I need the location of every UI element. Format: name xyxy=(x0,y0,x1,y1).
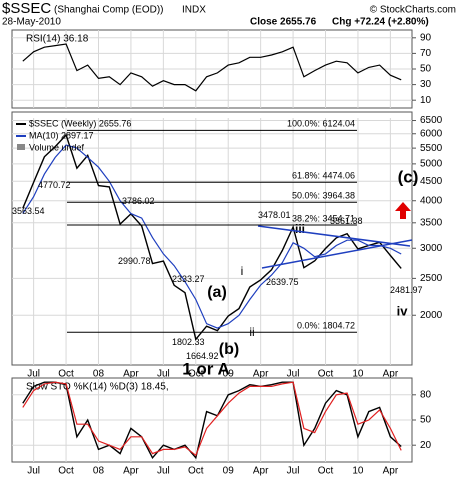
wave-label: i xyxy=(241,264,244,278)
x-tick-label: Jul xyxy=(287,466,300,477)
y-tick-label: 5000 xyxy=(420,159,443,170)
y-tick-label: 50 xyxy=(420,64,432,75)
x-tick-label: Jul xyxy=(27,369,40,380)
panel-title: RSI(14) 36.18 xyxy=(26,34,89,45)
series-line xyxy=(22,144,402,329)
x-tick-label: Oct xyxy=(58,369,74,380)
y-tick-label: 3500 xyxy=(420,217,443,228)
source: © StockCharts.com xyxy=(370,5,456,16)
y-tick-label: 20 xyxy=(420,440,432,451)
fib-label: 50.0%: 3964.38 xyxy=(292,191,355,201)
x-tick-label: Apr xyxy=(123,369,139,380)
y-tick-label: 6500 xyxy=(420,115,443,126)
wave-label: (b) xyxy=(219,341,239,358)
fib-label: 61.8%: 4474.06 xyxy=(292,171,355,181)
x-tick-label: 09 xyxy=(223,369,235,380)
series-line xyxy=(22,381,402,460)
price-label: 2990.78 xyxy=(118,256,151,266)
y-tick-label: 80 xyxy=(420,389,432,400)
price-label: 3361.38 xyxy=(330,216,363,226)
y-tick-label: 90 xyxy=(420,32,432,43)
price-label: 1802.33 xyxy=(172,337,205,347)
exchange: INDX xyxy=(182,5,206,16)
x-tick-label: Jul xyxy=(157,369,170,380)
x-tick-label: Jul xyxy=(27,466,40,477)
name: (Shanghai Comp (EOD)) xyxy=(54,5,163,16)
x-tick-label: Jul xyxy=(287,369,300,380)
wave-label: ii xyxy=(249,325,254,339)
price-label: 3478.01 xyxy=(258,210,291,220)
x-tick-label: Oct xyxy=(188,369,204,380)
fib-label: 38.2%: 3454.71 xyxy=(292,213,355,223)
x-tick-label: 10 xyxy=(352,466,364,477)
price-label: 3563.54 xyxy=(12,206,45,216)
x-tick-label: Apr xyxy=(253,369,269,380)
y-tick-label: 2000 xyxy=(420,310,443,321)
fib-label: 0.0%: 1804.72 xyxy=(297,321,355,331)
date: 28-May-2010 xyxy=(2,17,61,28)
x-tick-label: 08 xyxy=(93,369,105,380)
price-label: 2481.97 xyxy=(390,285,423,295)
x-tick-label: Oct xyxy=(318,369,334,380)
y-tick-label: 5500 xyxy=(420,143,443,154)
change: Chg +72.24 (+2.80%) xyxy=(332,17,429,28)
x-tick-label: Apr xyxy=(383,466,399,477)
x-tick-label: 09 xyxy=(223,466,235,477)
price-panel xyxy=(11,111,413,366)
y-tick-label: 4500 xyxy=(420,176,443,187)
wave-label: (a) xyxy=(207,284,227,301)
wave-label: 1 or A xyxy=(182,359,230,378)
x-tick-label: Apr xyxy=(253,466,269,477)
legend-label: MA(10) 2897.17 xyxy=(29,130,94,140)
x-tick-label: Oct xyxy=(58,466,74,477)
wave-label: (c) xyxy=(398,167,419,186)
panel-title: Slow STO %K(14) %D(3) 18.45, xyxy=(26,382,169,393)
x-tick-label: Jul xyxy=(157,466,170,477)
y-tick-label: 6000 xyxy=(420,128,443,139)
arrow xyxy=(395,202,411,219)
y-tick-label: 10 xyxy=(420,95,432,106)
y-tick-label: 70 xyxy=(420,48,432,59)
wave-label: iii xyxy=(295,222,305,236)
price-label: 3786.02 xyxy=(122,196,155,206)
x-tick-label: Oct xyxy=(318,466,334,477)
legend-label: $SSEC (Weekly) 2655.76 xyxy=(29,118,131,128)
x-tick-label: Apr xyxy=(383,369,399,380)
plots: 10 30 50 70 90 RSI(14) 36.18 2000 2500 3000 3500 4… xyxy=(12,30,443,477)
x-tick-label: Oct xyxy=(188,466,204,477)
series-line xyxy=(22,381,402,457)
price-label: 2639.75 xyxy=(266,277,299,287)
fib-label: 100.0%: 6124.04 xyxy=(287,119,355,129)
y-tick-label: 4000 xyxy=(420,195,443,206)
y-tick-label: 3000 xyxy=(420,243,443,254)
price-label: 2333.27 xyxy=(172,274,205,284)
close: Close 2655.76 xyxy=(250,17,317,28)
x-tick-label: 10 xyxy=(352,369,364,380)
wave-label: iv xyxy=(397,303,409,318)
series-line xyxy=(22,43,402,92)
legend-swatch xyxy=(17,144,25,150)
y-tick-label: 50 xyxy=(420,415,432,426)
trendline xyxy=(257,225,413,269)
symbol: $SSEC xyxy=(2,0,51,17)
y-tick-label: 30 xyxy=(420,79,432,90)
price-label: 4770.72 xyxy=(38,180,71,190)
x-tick-label: Apr xyxy=(123,466,139,477)
y-tick-label: 2500 xyxy=(420,273,443,284)
legend-label: Volume undef xyxy=(29,142,85,152)
x-tick-label: 08 xyxy=(93,466,105,477)
price-label: 1664.92 xyxy=(186,351,219,361)
